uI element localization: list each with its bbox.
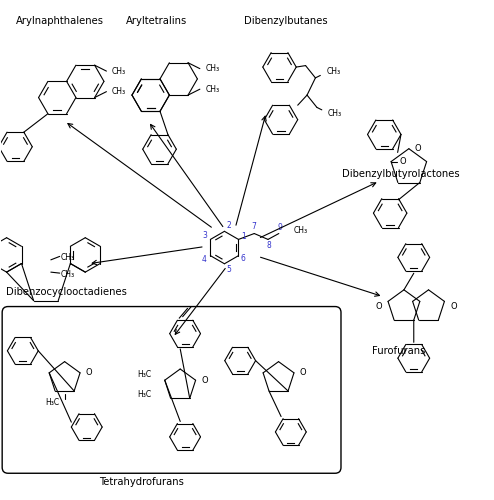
Text: 8: 8: [267, 242, 271, 250]
Text: H₃C: H₃C: [137, 370, 152, 379]
Text: CH₃: CH₃: [293, 226, 308, 235]
Text: O: O: [202, 376, 208, 384]
Text: Dibenzylbutanes: Dibenzylbutanes: [244, 16, 328, 26]
Text: CH₃: CH₃: [206, 64, 219, 73]
Text: H₃C: H₃C: [45, 398, 60, 407]
Text: Dibenzocyclooctadienes: Dibenzocyclooctadienes: [5, 287, 126, 297]
Text: O: O: [415, 144, 421, 153]
Text: O: O: [300, 368, 306, 378]
Text: Dibenzylbutyrolactones: Dibenzylbutyrolactones: [342, 169, 460, 179]
Text: 9: 9: [277, 222, 282, 232]
Text: CH₃: CH₃: [112, 66, 126, 76]
Text: 3: 3: [202, 231, 207, 240]
Text: 7: 7: [252, 222, 257, 231]
Text: CH₃: CH₃: [112, 87, 126, 96]
Text: 1: 1: [241, 232, 246, 241]
Text: H₃C: H₃C: [137, 390, 152, 398]
Text: O: O: [86, 368, 92, 378]
Text: CH₃: CH₃: [326, 68, 340, 76]
Text: Furofurans: Furofurans: [372, 346, 425, 356]
Text: 4: 4: [202, 255, 207, 264]
Text: 2: 2: [226, 221, 231, 230]
Text: CH₃: CH₃: [61, 270, 75, 279]
Text: CH₃: CH₃: [206, 84, 219, 94]
Text: O: O: [375, 302, 382, 311]
Text: Arylnaphthalenes: Arylnaphthalenes: [15, 16, 103, 26]
Text: CH₃: CH₃: [328, 109, 342, 118]
Text: 6: 6: [241, 254, 246, 263]
Text: Aryltetralins: Aryltetralins: [126, 16, 187, 26]
Text: O: O: [400, 157, 407, 166]
Text: O: O: [450, 302, 457, 311]
Text: 5: 5: [226, 265, 231, 274]
Text: Tetrahydrofurans: Tetrahydrofurans: [99, 477, 184, 487]
Text: CH₃: CH₃: [61, 253, 75, 262]
FancyBboxPatch shape: [2, 306, 341, 474]
